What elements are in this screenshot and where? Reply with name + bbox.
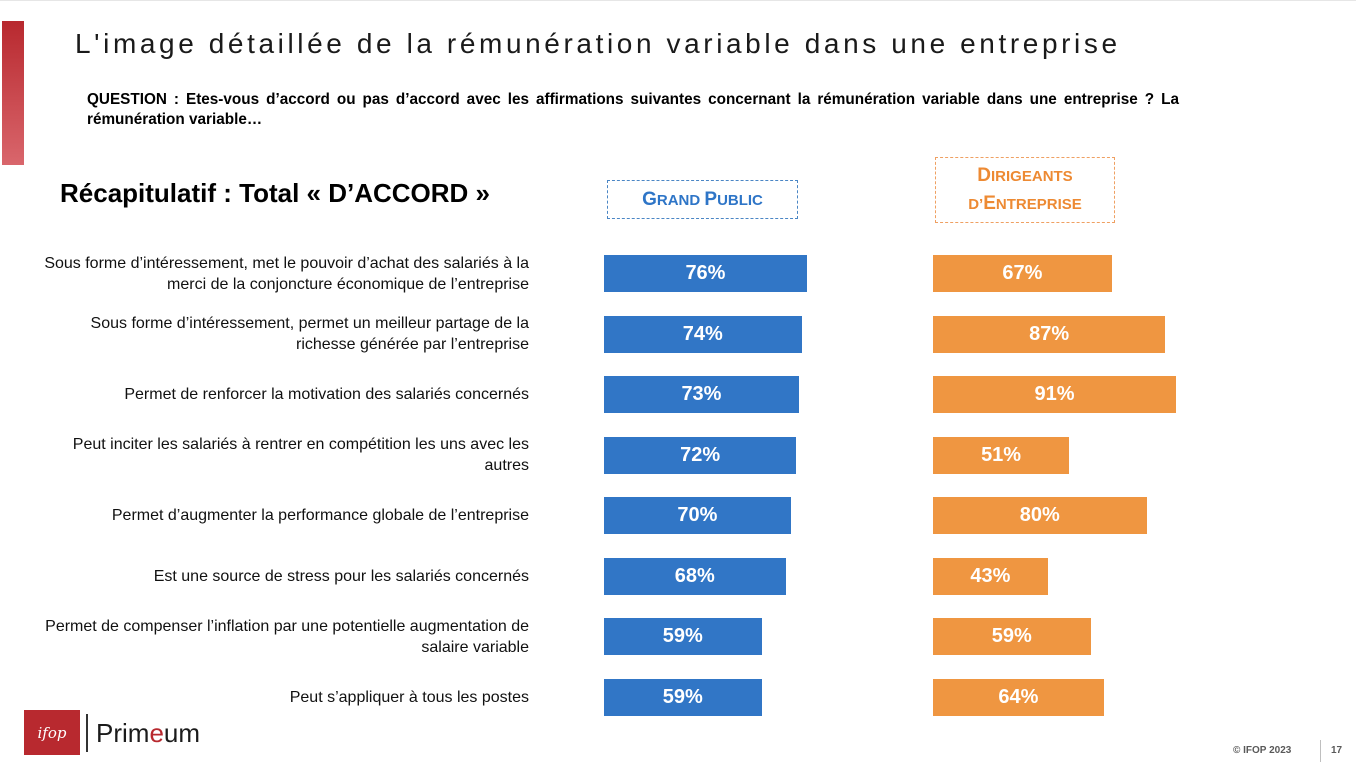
page-number: 17 xyxy=(1331,745,1343,756)
legend-dirigeants-irigeants: IRIGEANTS xyxy=(991,168,1073,185)
category-label: Peut inciter les salariés à rentrer en c… xyxy=(72,436,529,474)
category-label: Permet de renforcer la motivation des sa… xyxy=(124,386,529,403)
legend-dirigeants-d: D xyxy=(977,165,992,186)
ifop-logo-box: ifop xyxy=(24,710,80,755)
question-text: QUESTION : Etes-vous d’accord ou pas d’a… xyxy=(87,91,1179,128)
logo-separator xyxy=(86,713,88,752)
bar-value-label: 59% xyxy=(662,625,703,647)
bar-dirigeants: 91% xyxy=(933,376,1176,413)
primeum-text-e: e xyxy=(149,717,164,748)
legend-grand-public: GRAND PUBLIC xyxy=(607,180,798,219)
category-label: Permet de compenser l’inflation par une … xyxy=(45,617,529,656)
bar-value-label: 64% xyxy=(998,685,1039,708)
legend-dirigeants: DIRIGEANTS D’ENTREPRISE xyxy=(935,157,1115,223)
bar-dirigeants: 87% xyxy=(933,315,1166,353)
top-border xyxy=(0,0,1356,1)
legend-grand-public-g: G xyxy=(642,188,657,210)
legend-grand-public-rand: RAND xyxy=(656,191,705,209)
category-label: Sous forme d’intéressement, met le pouvo… xyxy=(44,254,529,293)
legend-dirigeants-ntreprise: NTREPRISE xyxy=(995,196,1082,213)
primeum-text-b: um xyxy=(163,717,201,748)
category-label: Sous forme d’intéressement, permet un me… xyxy=(90,315,529,353)
bar-dirigeants: 43% xyxy=(933,557,1048,595)
bar-value-label: 73% xyxy=(681,383,722,405)
category-label: Permet d’augmenter la performance global… xyxy=(111,507,529,524)
bar-value-label: 51% xyxy=(981,443,1022,466)
bar-value-label: 67% xyxy=(1002,262,1043,284)
page-separator xyxy=(1320,740,1321,762)
bar-value-label: 59% xyxy=(662,685,703,708)
bar-grand-public: 76% xyxy=(604,255,807,292)
bar-value-label: 43% xyxy=(970,564,1011,587)
bar-grand-public: 72% xyxy=(604,436,797,474)
primeum-text-a: Prim xyxy=(96,717,150,748)
bar-grand-public: 59% xyxy=(604,678,762,716)
primeum-logo-text: Primeum xyxy=(96,718,200,748)
bar-dirigeants: 67% xyxy=(933,255,1112,292)
bar-grand-public: 73% xyxy=(604,376,799,413)
bar-value-label: 91% xyxy=(1034,383,1075,405)
bar-value-label: 87% xyxy=(1029,322,1070,345)
recap-title: Récapitulatif : Total « D’ACCORD » xyxy=(60,178,491,208)
bar-grand-public: 59% xyxy=(604,618,762,655)
bar-value-label: 76% xyxy=(685,262,726,284)
category-label: Est une source de stress pour les salari… xyxy=(153,567,529,585)
legend-dirigeants-dprime: D’ xyxy=(968,196,984,213)
legend-dirigeants-e: E xyxy=(983,193,996,214)
bar-dirigeants: 80% xyxy=(933,497,1147,534)
legend-grand-public-ublic: UBLIC xyxy=(717,191,763,209)
bar-grand-public: 68% xyxy=(604,557,786,595)
bar-grand-public: 74% xyxy=(604,315,802,353)
bar-value-label: 74% xyxy=(682,322,723,345)
bar-value-label: 68% xyxy=(674,564,715,587)
bar-dirigeants: 51% xyxy=(933,436,1070,474)
bar-value-label: 72% xyxy=(680,443,721,466)
logo: ifop Primeum xyxy=(24,710,200,755)
category-label: Peut s’appliquer à tous les postes xyxy=(289,688,529,706)
page-title: L'image détaillée de la rémunération var… xyxy=(75,28,1121,59)
bar-value-label: 59% xyxy=(991,625,1032,647)
accent-bar xyxy=(2,21,24,165)
bar-dirigeants: 64% xyxy=(933,678,1104,716)
copyright: © IFOP 2023 xyxy=(1233,745,1292,756)
bar-value-label: 80% xyxy=(1019,504,1060,526)
bar-value-label: 70% xyxy=(677,504,718,526)
bar-dirigeants: 59% xyxy=(933,618,1091,655)
bar-grand-public: 70% xyxy=(604,497,791,534)
legend-grand-public-p: P xyxy=(704,188,718,210)
